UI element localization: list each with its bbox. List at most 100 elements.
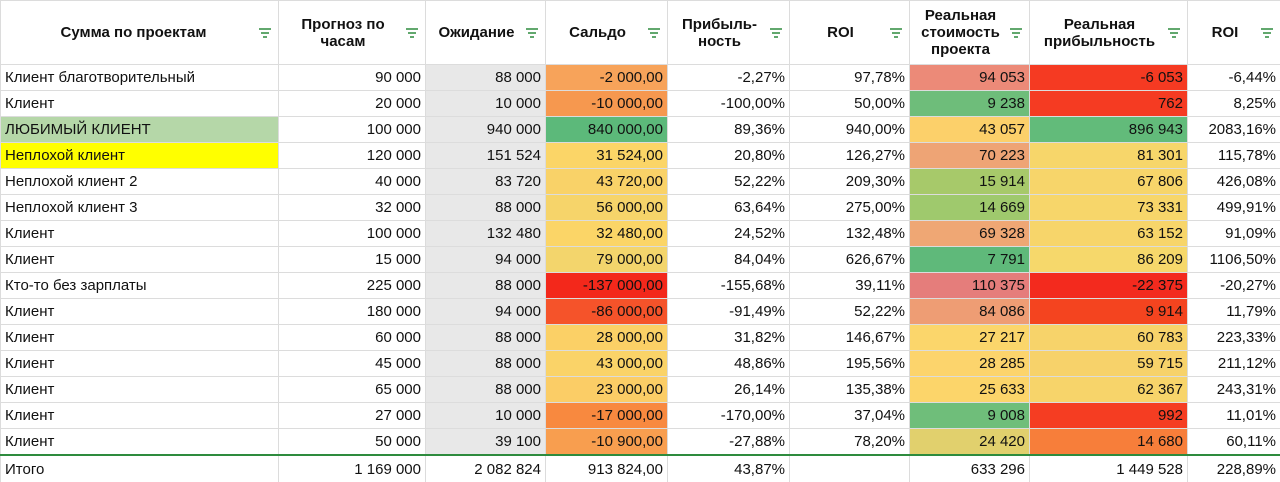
cell: 940,00%	[789, 116, 910, 143]
cell: 88 000	[425, 272, 546, 299]
cell: -137 000,00	[545, 272, 668, 299]
data-row: Клиент 60 000 88 000 28 000,00 31,82% 146,67%…	[0, 324, 1280, 351]
cell: 151 524	[425, 142, 546, 169]
cell: 626,67%	[789, 246, 910, 273]
cell: 426,08%	[1187, 168, 1280, 195]
cell: 100 000	[278, 116, 426, 143]
header-row: Сумма по проектам Прогноз по часам Ожидани…	[0, 0, 1280, 65]
data-row: Неплохой клиент 2 40 000 83 720 43 720,00 52…	[0, 168, 1280, 195]
cell: 32 480,00	[545, 220, 668, 247]
cell: 94 000	[425, 298, 546, 325]
table-body: Клиент благотворительный 90 000 88 000 -2 0…	[0, 64, 1280, 482]
cell: 8,25%	[1187, 90, 1280, 117]
total-cell: Итого	[0, 454, 279, 482]
cell: 37,04%	[789, 402, 910, 429]
cell: 223,33%	[1187, 324, 1280, 351]
data-row: Клиент 20 000 10 000 -10 000,00 -100,00% 50,0…	[0, 90, 1280, 117]
cell: 52,22%	[667, 168, 790, 195]
cell: -27,88%	[667, 428, 790, 456]
cell: 15 914	[909, 168, 1030, 195]
cell: 180 000	[278, 298, 426, 325]
filter-button[interactable]	[1167, 27, 1181, 39]
cell: 63,64%	[667, 194, 790, 221]
total-row: Итого 1 169 000 2 082 824 913 824,00 43,87% 6…	[0, 454, 1280, 482]
cell: -155,68%	[667, 272, 790, 299]
cell: 84 086	[909, 298, 1030, 325]
cell: -2,27%	[667, 64, 790, 91]
cell: -20,27%	[1187, 272, 1280, 299]
cell: 67 806	[1029, 168, 1188, 195]
cell: 132 480	[425, 220, 546, 247]
filter-button[interactable]	[647, 27, 661, 39]
cell: 11,79%	[1187, 298, 1280, 325]
column-header: Сумма по проектам	[0, 0, 279, 65]
column-header: Ожидание	[425, 0, 546, 65]
filter-button[interactable]	[1009, 27, 1023, 39]
cell: 60 000	[278, 324, 426, 351]
cell: Кто-то без зарплаты	[0, 272, 279, 299]
filter-button[interactable]	[258, 27, 272, 39]
column-header: ROI	[1187, 0, 1280, 65]
column-header: Реальная стоимость проекта	[909, 0, 1030, 65]
cell: 91,09%	[1187, 220, 1280, 247]
filter-button[interactable]	[525, 27, 539, 39]
filter-button[interactable]	[405, 27, 419, 39]
cell: 43 720,00	[545, 168, 668, 195]
filter-button[interactable]	[889, 27, 903, 39]
cell: 762	[1029, 90, 1188, 117]
cell: ЛЮБИМЫЙ КЛИЕНТ	[0, 116, 279, 143]
cell: -17 000,00	[545, 402, 668, 429]
cell: 28 285	[909, 350, 1030, 377]
data-row: Неплохой клиент 120 000 151 524 31 524,00 20…	[0, 142, 1280, 169]
cell: -100,00%	[667, 90, 790, 117]
cell: 1106,50%	[1187, 246, 1280, 273]
cell: 52,22%	[789, 298, 910, 325]
total-cell: 2 082 824	[425, 454, 546, 482]
data-row: Клиент 15 000 94 000 79 000,00 84,04% 626,67%…	[0, 246, 1280, 273]
cell: 25 633	[909, 376, 1030, 403]
cell: 100 000	[278, 220, 426, 247]
cell: 59 715	[1029, 350, 1188, 377]
cell: Клиент	[0, 428, 279, 456]
cell: 94 053	[909, 64, 1030, 91]
header-text: Реальная стоимость проекта	[921, 7, 1000, 58]
cell: Клиент	[0, 220, 279, 247]
cell: 88 000	[425, 64, 546, 91]
data-row: Клиент 100 000 132 480 32 480,00 24,52% 132,4…	[0, 220, 1280, 247]
cell: Неплохой клиент	[0, 142, 279, 169]
cell: 50 000	[278, 428, 426, 456]
cell: 88 000	[425, 194, 546, 221]
cell: 48,86%	[667, 350, 790, 377]
cell: Клиент	[0, 324, 279, 351]
total-cell: 633 296	[909, 454, 1030, 482]
filter-button[interactable]	[769, 27, 783, 39]
cell: 209,30%	[789, 168, 910, 195]
cell: 31 524,00	[545, 142, 668, 169]
cell: -91,49%	[667, 298, 790, 325]
cell: 132,48%	[789, 220, 910, 247]
cell: 146,67%	[789, 324, 910, 351]
total-cell: 1 169 000	[278, 454, 426, 482]
column-header: Прибыль- ность	[667, 0, 790, 65]
header-text: ROI	[827, 24, 854, 41]
cell: 43 000,00	[545, 350, 668, 377]
cell: 39,11%	[789, 272, 910, 299]
data-row: Кто-то без зарплаты 225 000 88 000 -137 000…	[0, 272, 1280, 299]
cell: -6 053	[1029, 64, 1188, 91]
cell: 45 000	[278, 350, 426, 377]
filter-button[interactable]	[1260, 27, 1274, 39]
cell: 50,00%	[789, 90, 910, 117]
cell: Клиент	[0, 350, 279, 377]
cell: 28 000,00	[545, 324, 668, 351]
total-cell: 1 449 528	[1029, 454, 1188, 482]
cell: 840 000,00	[545, 116, 668, 143]
cell: 9 008	[909, 402, 1030, 429]
header-text: Прибыль- ность	[682, 15, 757, 50]
cell: 90 000	[278, 64, 426, 91]
cell: 97,78%	[789, 64, 910, 91]
cell: 940 000	[425, 116, 546, 143]
total-cell	[789, 454, 910, 482]
cell: 27 217	[909, 324, 1030, 351]
column-header: Сальдо	[545, 0, 668, 65]
cell: -2 000,00	[545, 64, 668, 91]
